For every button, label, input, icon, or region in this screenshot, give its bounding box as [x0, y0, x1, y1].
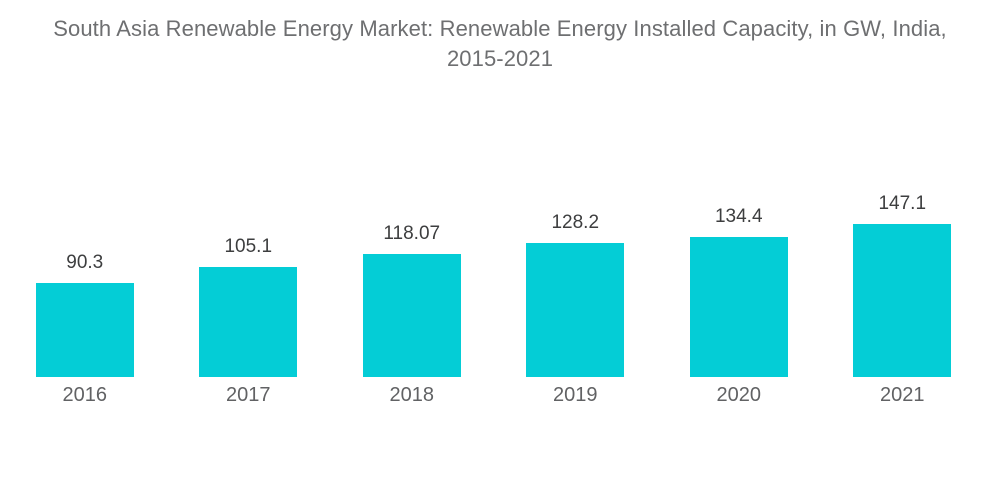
bar-group-2017: 105.1: [167, 236, 331, 377]
x-tick-2018: 2018: [389, 384, 435, 406]
value-label-2017: 105.1: [224, 236, 273, 257]
bar-2019: [526, 243, 625, 377]
bar-group-2020: 134.4: [657, 206, 821, 377]
bar-2016: [35, 283, 134, 377]
bar-group-2019: 128.2: [494, 212, 658, 377]
bar-group-2021: 147.1: [821, 193, 985, 377]
value-label-2021: 147.1: [878, 193, 927, 214]
value-label-2016: 90.3: [66, 252, 104, 273]
value-label-2019: 128.2: [551, 212, 600, 233]
plot-area: 90.3 105.1 118.07 128.2 134.4 147.1: [3, 193, 984, 377]
x-tick-2016: 2016: [62, 384, 108, 406]
bar-2020: [689, 237, 788, 377]
x-tick-2017: 2017: [226, 384, 271, 406]
x-tick-2019: 2019: [553, 384, 598, 406]
bar-2017: [199, 267, 298, 377]
chart-title-line2: 2015-2021: [446, 46, 554, 71]
bar-2018: [362, 254, 461, 377]
chart-title-line1: South Asia Renewable Energy Market: Rene…: [53, 16, 947, 41]
x-tick-2021: 2021: [880, 384, 925, 406]
chart-title: South Asia Renewable Energy Market: Rene…: [0, 14, 1000, 74]
x-tick-2020: 2020: [716, 384, 762, 406]
x-axis-labels: 2016 2017 2018 2019 2020 2021: [3, 384, 984, 407]
value-label-2018: 118.07: [383, 223, 441, 244]
value-label-2020: 134.4: [714, 206, 763, 227]
bar-2021: [853, 224, 952, 377]
bar-group-2018: 118.07: [330, 223, 494, 377]
bar-group-2016: 90.3: [3, 252, 167, 377]
